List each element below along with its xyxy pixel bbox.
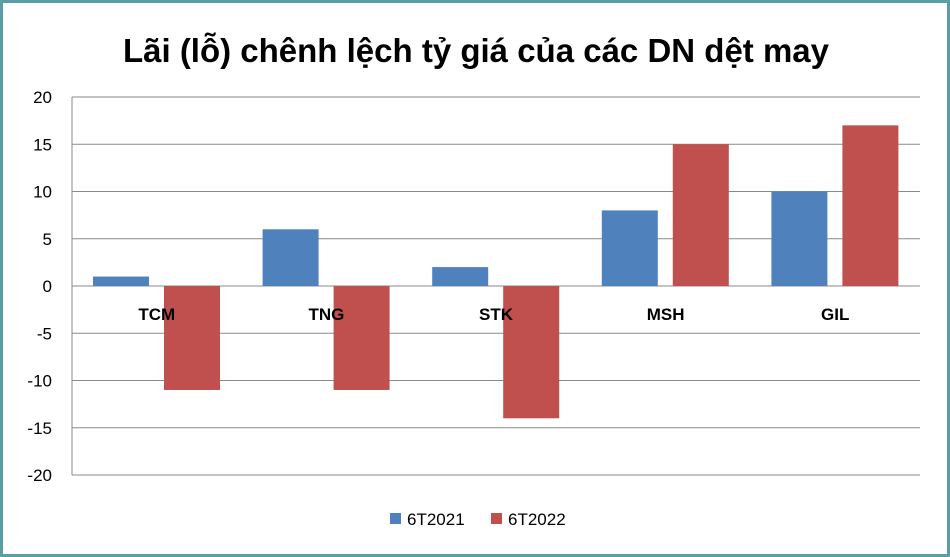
- y-tick-label: -15: [27, 419, 52, 438]
- y-tick-label: -5: [37, 324, 52, 343]
- y-tick-label: 5: [43, 230, 52, 249]
- legend-swatch: [491, 513, 502, 524]
- x-category-label: TCM: [138, 305, 175, 324]
- bar-6T2021-TCM: [93, 276, 149, 286]
- x-axis-categories: TCM TNG STK MSH GIL: [138, 305, 849, 324]
- bar-6T2022-TNG: [333, 286, 390, 390]
- bar-6T2022-GIL: [842, 125, 899, 286]
- bar-6T2021-STK: [432, 267, 489, 286]
- y-tick-label: 15: [33, 135, 52, 154]
- y-tick-label: 20: [33, 88, 52, 107]
- x-category-label: TNG: [308, 305, 344, 324]
- y-tick-label: 10: [33, 183, 52, 202]
- bar-6T2022-MSH: [672, 144, 729, 286]
- bar-6T2021-TNG: [262, 229, 319, 286]
- x-category-label: MSH: [647, 305, 685, 324]
- legend-swatch: [390, 513, 401, 524]
- legend: 6T2021 6T2022: [390, 510, 566, 529]
- y-tick-label: -10: [27, 372, 52, 391]
- bar-6T2022-TCM: [164, 286, 220, 390]
- grid-lines: [71, 96, 920, 476]
- x-category-label: GIL: [821, 305, 849, 324]
- bar-6T2021-GIL: [771, 191, 828, 286]
- bars: [93, 125, 899, 419]
- legend-label: 6T2022: [508, 510, 566, 529]
- chart-title: Lãi (lỗ) chênh lệch tỷ giá của các DN dệ…: [123, 32, 830, 69]
- y-axis-ticks: 20 15 10 5 0 -5 -10 -15 -20: [27, 88, 52, 485]
- x-category-label: STK: [479, 305, 514, 324]
- y-tick-label: 0: [43, 277, 52, 296]
- bar-6T2021-MSH: [601, 210, 658, 286]
- legend-label: 6T2021: [407, 510, 465, 529]
- bar-6T2022-STK: [503, 286, 560, 419]
- y-tick-label: -20: [27, 466, 52, 485]
